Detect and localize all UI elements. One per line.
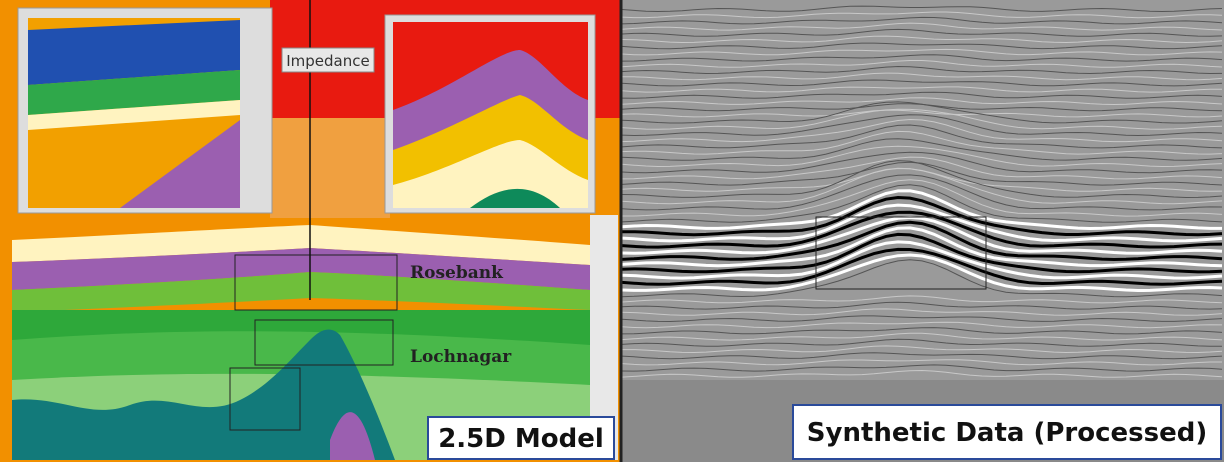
impedance-label: Impedance: [286, 52, 369, 70]
orange-zone: [270, 118, 390, 218]
figure: Impedance Rosebank Lochnagar 2.5D Model …: [0, 0, 1224, 462]
synthetic-caption: Synthetic Data (Processed): [807, 418, 1207, 448]
lochnagar-label: Lochnagar: [410, 347, 512, 367]
model-caption: 2.5D Model: [438, 424, 604, 454]
rosebank-label: Rosebank: [410, 263, 504, 283]
synthetic-panel: [622, 0, 1224, 462]
model-panel: Impedance Rosebank Lochnagar 2.5D Model: [0, 0, 620, 462]
